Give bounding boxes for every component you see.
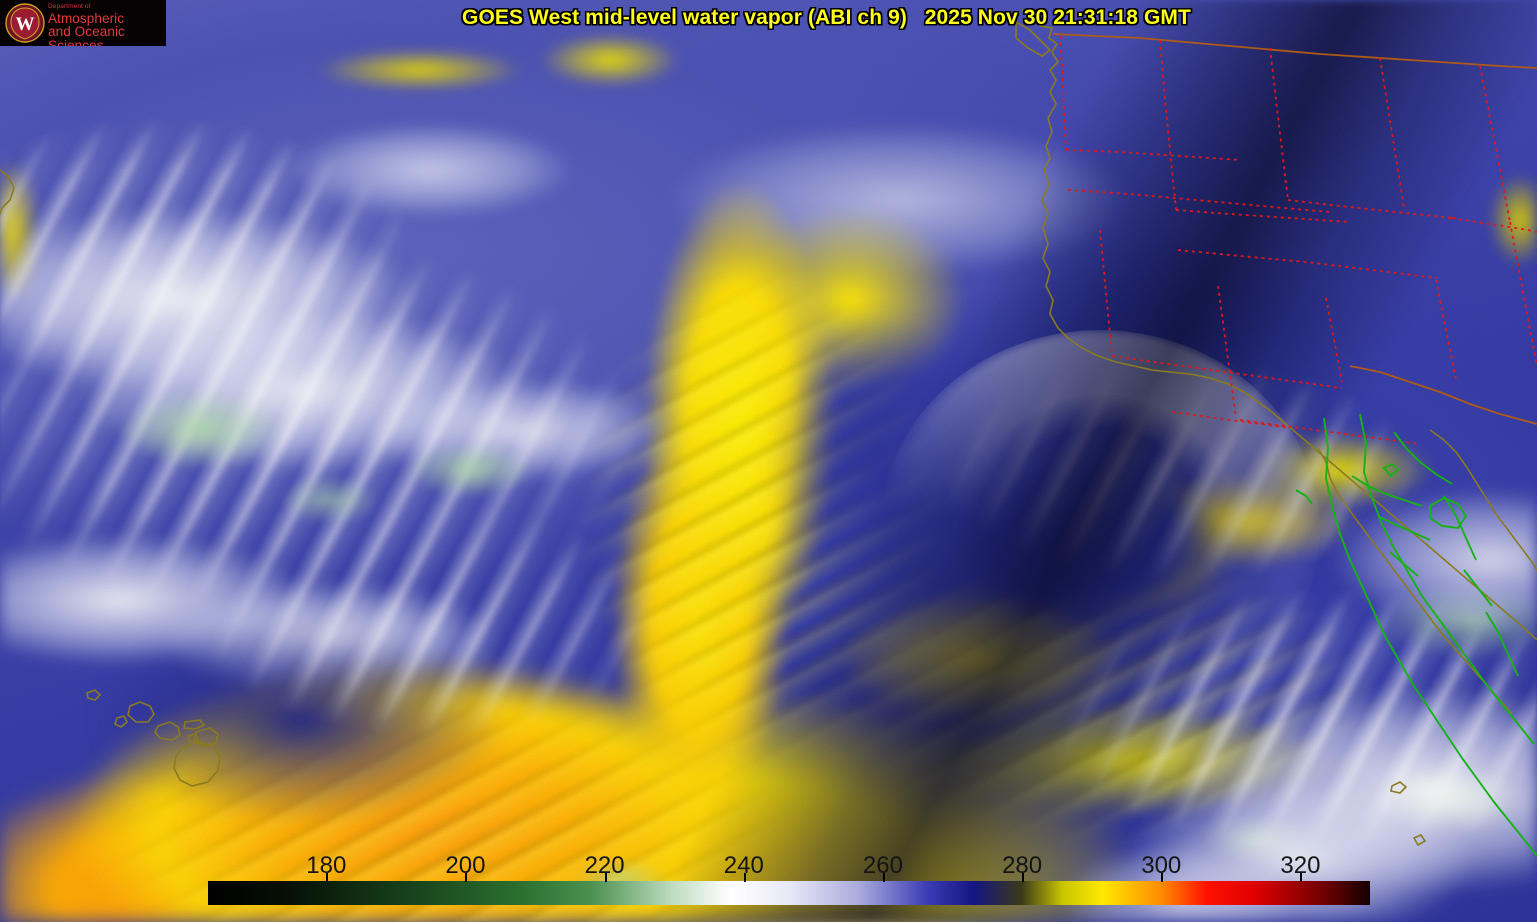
colorbar-tick	[1300, 873, 1303, 882]
international-borders	[1052, 33, 1537, 425]
colorbar-labels: 180 200 220 240 260 280 300 320	[208, 852, 1370, 882]
logo-name-line-1: Atmospheric	[48, 10, 125, 26]
mexico-state-borders	[1295, 413, 1537, 857]
colorbar	[208, 873, 1370, 905]
logo-name-line-2: and Oceanic Sciences	[48, 24, 125, 46]
coastlines	[0, 9, 1537, 847]
colorbar-tick	[743, 873, 746, 882]
colorbar-tick	[1022, 873, 1025, 882]
us-state-borders	[1059, 35, 1537, 445]
colorbar-gradient	[208, 881, 1370, 905]
colorbar-tick	[326, 873, 329, 882]
uw-aos-logo: W Department of Atmospheric and Oceanic …	[0, 0, 166, 46]
uw-crest-icon: W	[5, 3, 45, 43]
colorbar-tick	[604, 873, 607, 882]
colorbar-tick	[465, 873, 468, 882]
colorbar-tick	[1161, 873, 1164, 882]
svg-text:W: W	[16, 14, 35, 35]
image-title: GOES West mid-level water vapor (ABI ch …	[462, 6, 1191, 29]
logo-text: Department of Atmospheric and Oceanic Sc…	[48, 3, 166, 46]
colorbar-tick	[882, 873, 885, 882]
logo-department-line: Department of	[48, 3, 91, 10]
